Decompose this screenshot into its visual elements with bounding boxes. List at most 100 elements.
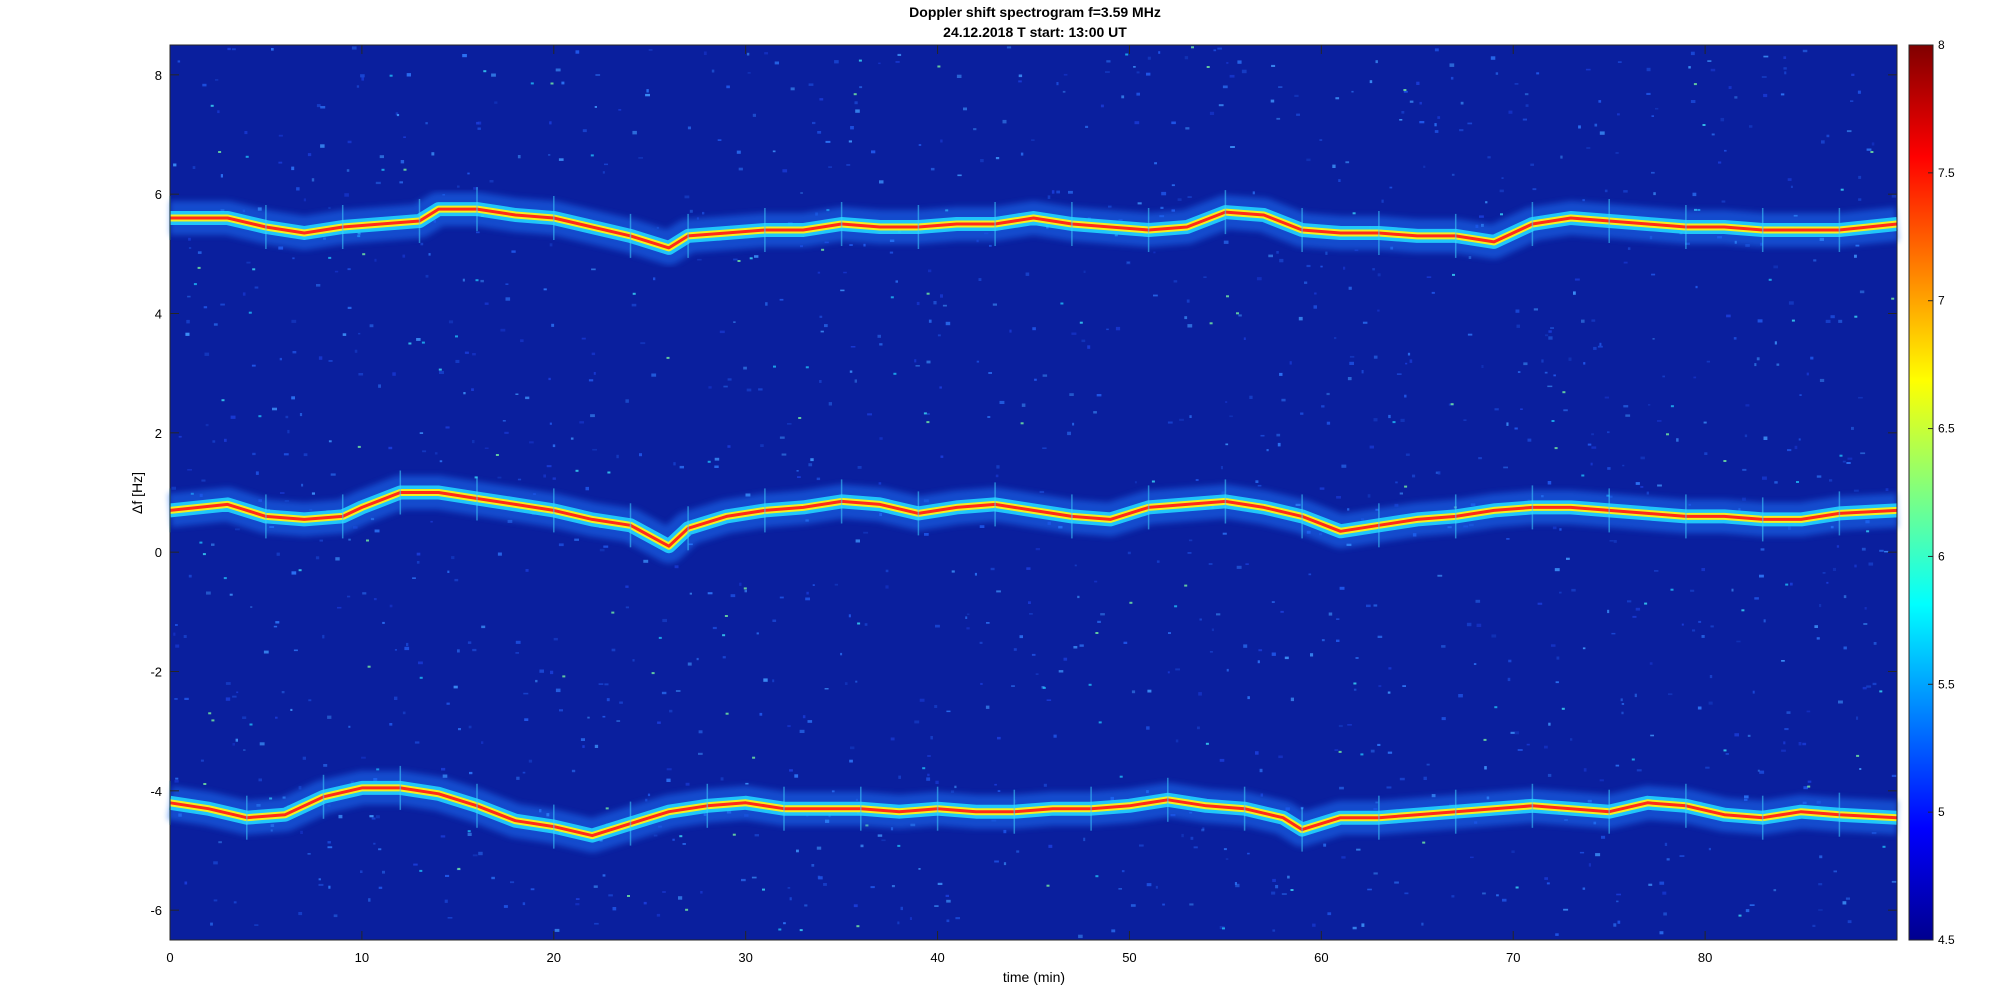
noise-speck <box>700 891 703 894</box>
noise-speck <box>1129 601 1133 604</box>
noise-speck <box>603 545 609 548</box>
noise-speck <box>298 912 303 916</box>
noise-speck <box>1223 240 1229 244</box>
noise-speck <box>175 644 180 648</box>
noise-speck <box>1108 205 1112 208</box>
noise-speck <box>1585 68 1591 71</box>
noise-speck <box>739 582 742 586</box>
noise-speck <box>1791 319 1795 322</box>
noise-speck <box>1327 912 1332 916</box>
noise-speck <box>361 756 366 759</box>
noise-speck <box>1762 476 1767 480</box>
noise-speck <box>1042 374 1048 377</box>
noise-speck <box>1277 442 1281 447</box>
noise-speck <box>1257 660 1260 664</box>
noise-speck <box>1205 742 1209 745</box>
noise-speck <box>213 899 218 902</box>
noise-speck <box>1247 852 1250 855</box>
noise-speck <box>727 378 732 381</box>
noise-speck <box>292 257 295 260</box>
noise-speck <box>1405 362 1408 365</box>
noise-speck <box>1404 892 1409 895</box>
noise-speck <box>278 161 283 164</box>
noise-speck <box>1260 793 1263 797</box>
noise-speck <box>707 592 713 595</box>
noise-speck <box>1574 278 1580 281</box>
noise-speck <box>1020 152 1024 156</box>
noise-speck <box>1306 264 1311 268</box>
noise-speck <box>1407 352 1411 356</box>
noise-speck <box>457 867 461 870</box>
noise-speck <box>1336 496 1341 499</box>
noise-speck <box>1613 540 1617 543</box>
noise-speck <box>582 745 585 748</box>
colorbar-ticks: 4.5 5 5.5 6 6.5 7 7.5 8 <box>1928 38 1955 947</box>
noise-speck <box>1599 342 1602 346</box>
noise-speck <box>1083 837 1086 842</box>
noise-speck <box>369 324 374 328</box>
noise-speck <box>204 352 210 356</box>
noise-speck <box>413 863 418 866</box>
noise-speck <box>1243 337 1246 340</box>
noise-speck <box>1208 563 1213 565</box>
noise-speck <box>1042 686 1046 689</box>
noise-speck <box>1184 316 1188 320</box>
noise-speck <box>1405 453 1410 456</box>
noise-speck <box>643 559 649 563</box>
noise-speck <box>1275 885 1279 889</box>
noise-speck <box>192 166 196 169</box>
noise-speck <box>335 557 340 561</box>
noise-speck <box>447 917 453 919</box>
noise-speck <box>171 486 176 490</box>
noise-speck <box>319 539 323 542</box>
noise-speck <box>1491 634 1497 638</box>
noise-speck <box>453 685 458 689</box>
noise-speck <box>1536 72 1540 75</box>
noise-speck <box>946 710 951 713</box>
noise-speck <box>1336 639 1340 642</box>
noise-speck <box>996 465 1000 469</box>
noise-speck <box>798 417 802 419</box>
noise-speck <box>1479 215 1484 218</box>
noise-speck <box>425 274 429 278</box>
noise-speck <box>1387 691 1391 694</box>
noise-speck <box>1511 850 1515 853</box>
noise-speck <box>1736 640 1741 643</box>
noise-speck <box>356 85 360 88</box>
noise-speck <box>1216 613 1221 616</box>
noise-speck <box>1074 564 1077 567</box>
noise-speck <box>269 797 273 800</box>
noise-speck <box>1783 56 1787 59</box>
noise-speck <box>175 777 179 780</box>
noise-speck <box>1790 185 1793 188</box>
noise-speck <box>530 888 535 891</box>
noise-speck <box>687 662 692 666</box>
x-axis-label: time (min) <box>1003 969 1065 985</box>
noise-speck <box>188 574 192 578</box>
noise-speck <box>1582 199 1585 202</box>
noise-speck <box>1704 452 1708 455</box>
noise-speck <box>467 830 471 833</box>
noise-speck <box>276 552 280 556</box>
noise-speck <box>1189 903 1194 906</box>
noise-speck <box>679 465 684 469</box>
noise-speck <box>1663 912 1667 916</box>
noise-speck <box>914 359 917 363</box>
noise-speck <box>292 351 297 354</box>
noise-speck <box>1003 862 1007 866</box>
noise-speck <box>1435 471 1440 474</box>
noise-speck <box>1373 355 1378 359</box>
noise-speck <box>406 642 409 647</box>
noise-speck <box>1085 125 1089 128</box>
noise-speck <box>1290 889 1294 891</box>
noise-speck <box>685 908 689 911</box>
noise-speck <box>933 301 937 305</box>
noise-speck <box>357 445 361 448</box>
noise-speck <box>799 929 803 932</box>
noise-speck <box>1607 609 1610 614</box>
noise-speck <box>855 680 858 683</box>
noise-speck <box>1783 67 1787 70</box>
noise-speck <box>1147 56 1151 60</box>
noise-speck <box>1836 545 1840 548</box>
noise-speck <box>197 251 202 254</box>
